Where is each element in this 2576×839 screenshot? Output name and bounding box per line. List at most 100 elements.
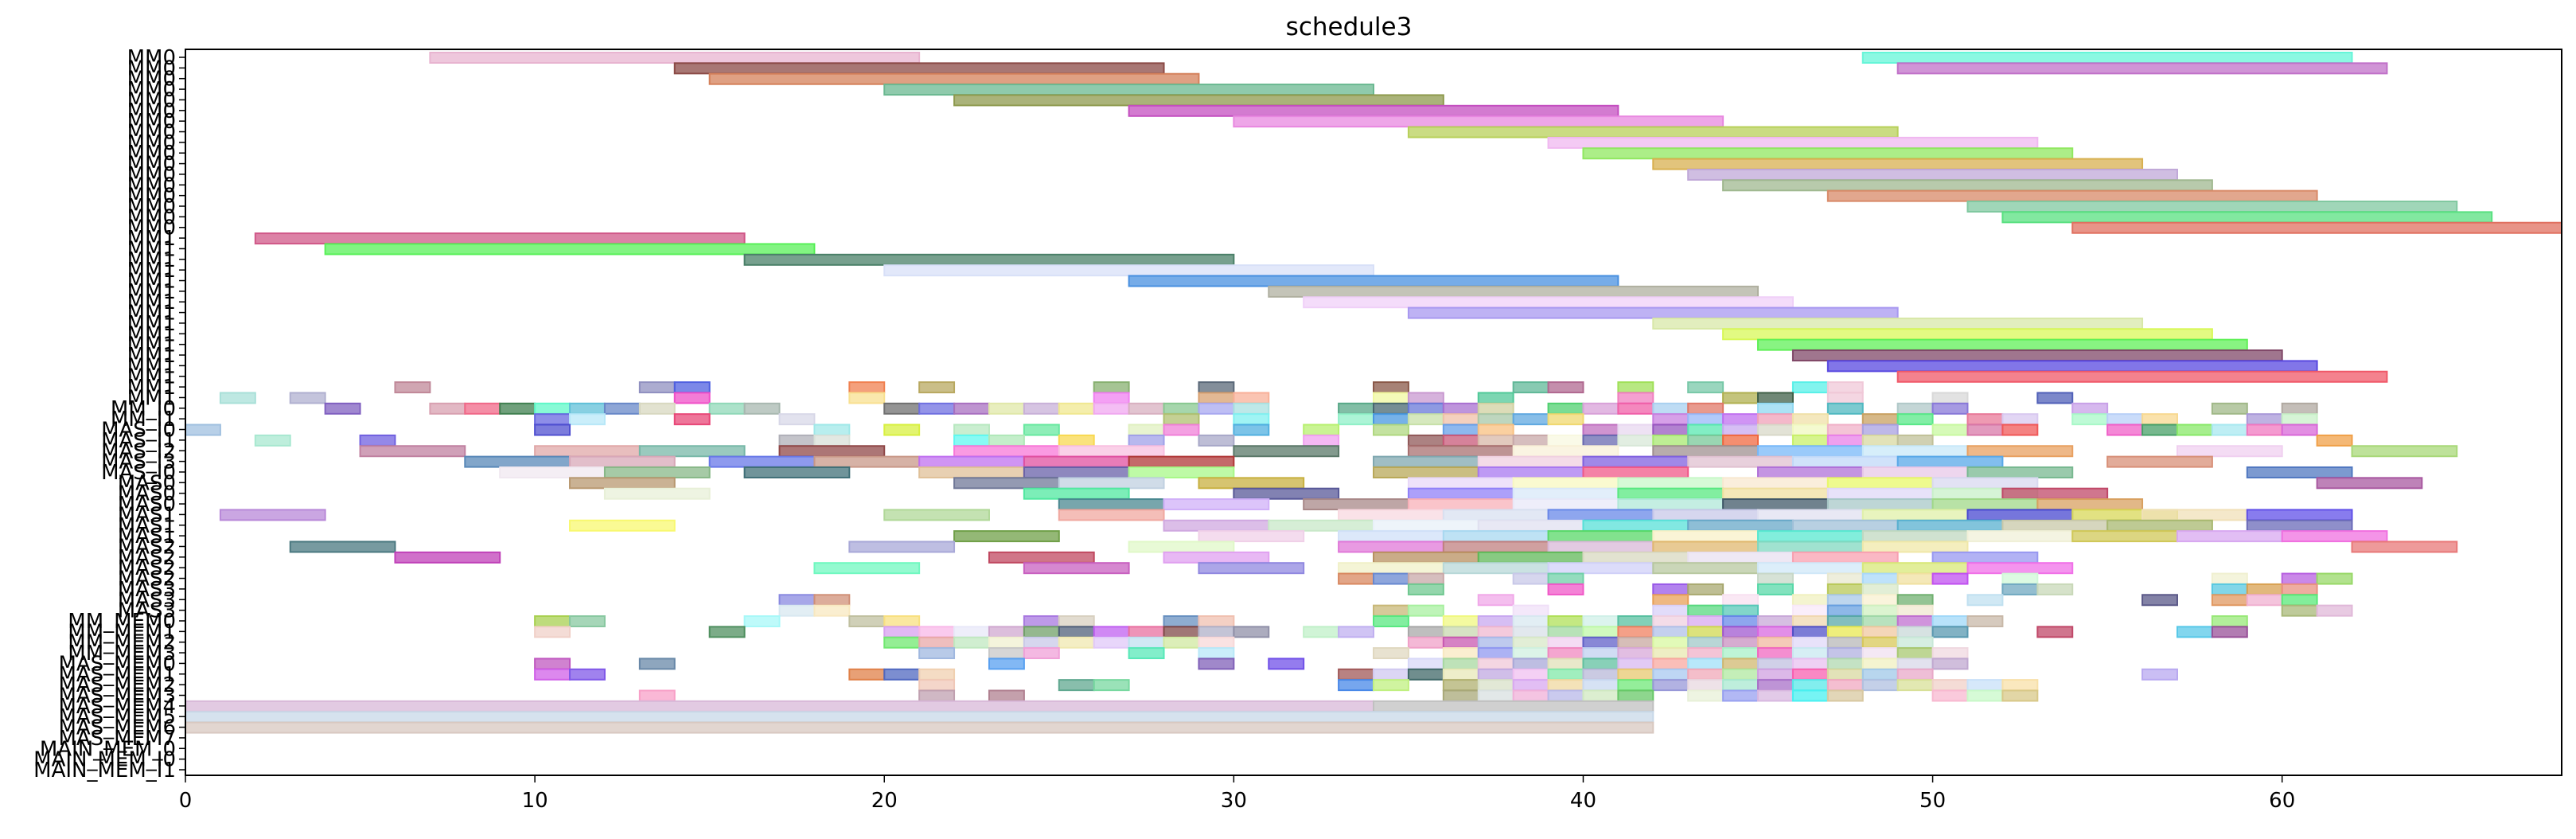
bar-15 (1826, 189, 2318, 202)
y-label-8: MM0 (127, 131, 176, 155)
y-label-0: MM0 (127, 46, 176, 70)
bar-135 (1163, 423, 1200, 436)
y-label-25: MM1 (127, 312, 176, 336)
y-label-44: MAS1 (118, 514, 176, 538)
bar-20 (324, 243, 816, 256)
bar-161 (778, 434, 816, 447)
bar-23 (1128, 275, 1619, 287)
bar-140 (1477, 423, 1514, 436)
bar-393 (1652, 615, 1689, 627)
bar-157 (2246, 423, 2283, 436)
bar-248 (1163, 498, 1270, 511)
bar-429 (1757, 626, 1794, 638)
bar-285 (1442, 530, 1549, 543)
bar-251 (1512, 498, 1619, 511)
bar-152 (2001, 423, 2039, 436)
bar-488 (1268, 658, 1305, 670)
y-label-28: MM1 (127, 344, 176, 368)
bar-147 (1791, 423, 1829, 436)
bar-156 (2211, 423, 2248, 436)
bar-265 (1861, 509, 1969, 521)
bar-178 (1722, 434, 1760, 447)
bar-550 (638, 689, 676, 702)
bar-388 (1477, 615, 1514, 627)
bar-33 (394, 381, 431, 394)
bar-441 (988, 636, 1025, 649)
bar-274 (1477, 519, 1584, 532)
bar-72 (743, 402, 781, 415)
bar-255 (1931, 498, 2039, 511)
bar-219 (1373, 466, 1479, 478)
bar-114 (1652, 413, 1689, 426)
bar-26 (1407, 306, 1899, 319)
bar-344 (2001, 583, 2039, 595)
bar-191 (1407, 445, 1514, 458)
bar-196 (1966, 445, 2074, 458)
bar-504 (1931, 658, 1969, 670)
bar-545 (1861, 679, 1899, 692)
bar-516 (1547, 668, 1584, 681)
bar-6 (953, 94, 1444, 107)
bar-61 (1931, 392, 1969, 404)
bar-528 (918, 679, 956, 692)
bar-398 (1826, 615, 1864, 627)
bar-355 (1826, 594, 1864, 607)
bar-264 (1757, 509, 1864, 521)
bar-461 (1861, 636, 1899, 649)
bar-352 (1652, 594, 1689, 607)
bar-93 (1687, 402, 1724, 415)
bar-98 (2071, 402, 2109, 415)
y-label-31: MM1 (127, 376, 176, 400)
bar-392 (1617, 615, 1654, 627)
bar-276 (1687, 519, 1794, 532)
bar-227 (953, 477, 1060, 490)
bar-164 (988, 434, 1025, 447)
bar-90 (1582, 402, 1619, 415)
bar-183 (2316, 434, 2353, 447)
bar-216 (918, 466, 1025, 478)
bar-40 (1373, 381, 1409, 394)
y-label-20: MM1 (127, 259, 176, 283)
bar-472 (1547, 647, 1584, 660)
bar-372 (1826, 604, 1864, 617)
bar-396 (1757, 615, 1794, 627)
bar-42 (1547, 381, 1584, 394)
bar-74 (918, 402, 956, 415)
y-label-47: MAS2 (118, 546, 176, 570)
bar-508 (883, 668, 921, 681)
bar-514 (1477, 668, 1514, 681)
bar-174 (1582, 434, 1619, 447)
y-label-34: MM_I1 (111, 408, 176, 431)
y-axis-labels: MM0MM0MM0MM0MM0MM0MM0MM0MM0MM0MM0MM0MM0M… (33, 46, 185, 782)
bar-530 (1093, 679, 1130, 692)
y-label-36: MAS_I1 (101, 429, 176, 453)
bar-525 (1861, 668, 1899, 681)
bar-480 (1826, 647, 1864, 660)
bar-389 (1512, 615, 1549, 627)
bar-287 (1652, 530, 1760, 543)
bar-409 (988, 626, 1025, 638)
bar-202 (813, 455, 921, 468)
bar-316 (1338, 562, 1444, 575)
bar-138 (1373, 423, 1409, 436)
bar-321 (1861, 562, 1969, 575)
y-label-55: MM_MEM2 (68, 631, 176, 655)
bar-204 (1023, 455, 1130, 468)
y-label-52: MAS3 (118, 599, 176, 623)
y-label-66: MAIN_MEM_I0 (33, 748, 176, 772)
bar-87 (1442, 402, 1479, 415)
bar-239 (1233, 487, 1340, 500)
bar-536 (1547, 679, 1584, 692)
bar-454 (1617, 636, 1654, 649)
bar-471 (1512, 647, 1549, 660)
bar-185 (534, 445, 641, 458)
bar-269 (2246, 509, 2353, 521)
chart-title: schedule3 (1286, 13, 1413, 41)
bar-531 (1338, 679, 1375, 692)
bar-228 (1058, 477, 1165, 490)
bar-212 (2106, 455, 2213, 468)
y-label-45: MAS1 (118, 525, 176, 548)
bar-97 (1931, 402, 1969, 415)
bar-487 (1198, 658, 1235, 670)
bar-302 (1861, 540, 1969, 553)
